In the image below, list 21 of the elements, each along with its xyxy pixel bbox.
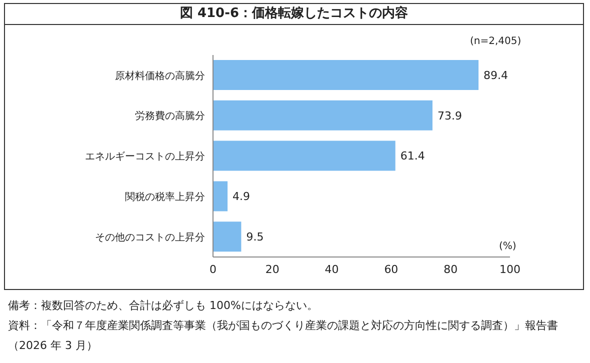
x-tick-label: 20 xyxy=(265,262,280,276)
data-label: 4.9 xyxy=(232,190,250,204)
data-label: 9.5 xyxy=(246,230,264,244)
data-label: 61.4 xyxy=(400,150,425,163)
chart-title: 図 410-6：価格転嫁したコストの内容 xyxy=(4,3,584,25)
text: (n=2,405) xyxy=(470,36,522,47)
text: 資料：「令和７年度産業関係調査等事業（我が国ものづくり産業の課題と対応の方向性に関する調査）」報告書（2026 年 3 月） xyxy=(8,318,559,354)
x-tick-label: 40 xyxy=(324,262,339,276)
x-tick-label: 60 xyxy=(384,262,398,276)
y-tick-label: 関税の税率上昇分 xyxy=(125,190,205,203)
y-tick-label: 労務費の高騰分 xyxy=(135,110,205,122)
data-label: 89.4 xyxy=(484,68,508,82)
y-tick-label: エネルギーコストの上昇分 xyxy=(85,150,205,163)
x-axis-title: (%) xyxy=(499,241,516,252)
y-tick-label: 原材料価格の高騰分 xyxy=(115,70,205,82)
x-tick-label: 0 xyxy=(210,262,216,276)
text: 備考：複数回答のため、合計は必ずしも 100%にはならない。 xyxy=(8,298,319,314)
y-tick-label: その他のコストの上昇分 xyxy=(95,231,205,244)
x-tick-label: 100 xyxy=(500,262,520,276)
data-label: 73.9 xyxy=(437,109,462,122)
x-tick-label: 80 xyxy=(444,262,458,276)
